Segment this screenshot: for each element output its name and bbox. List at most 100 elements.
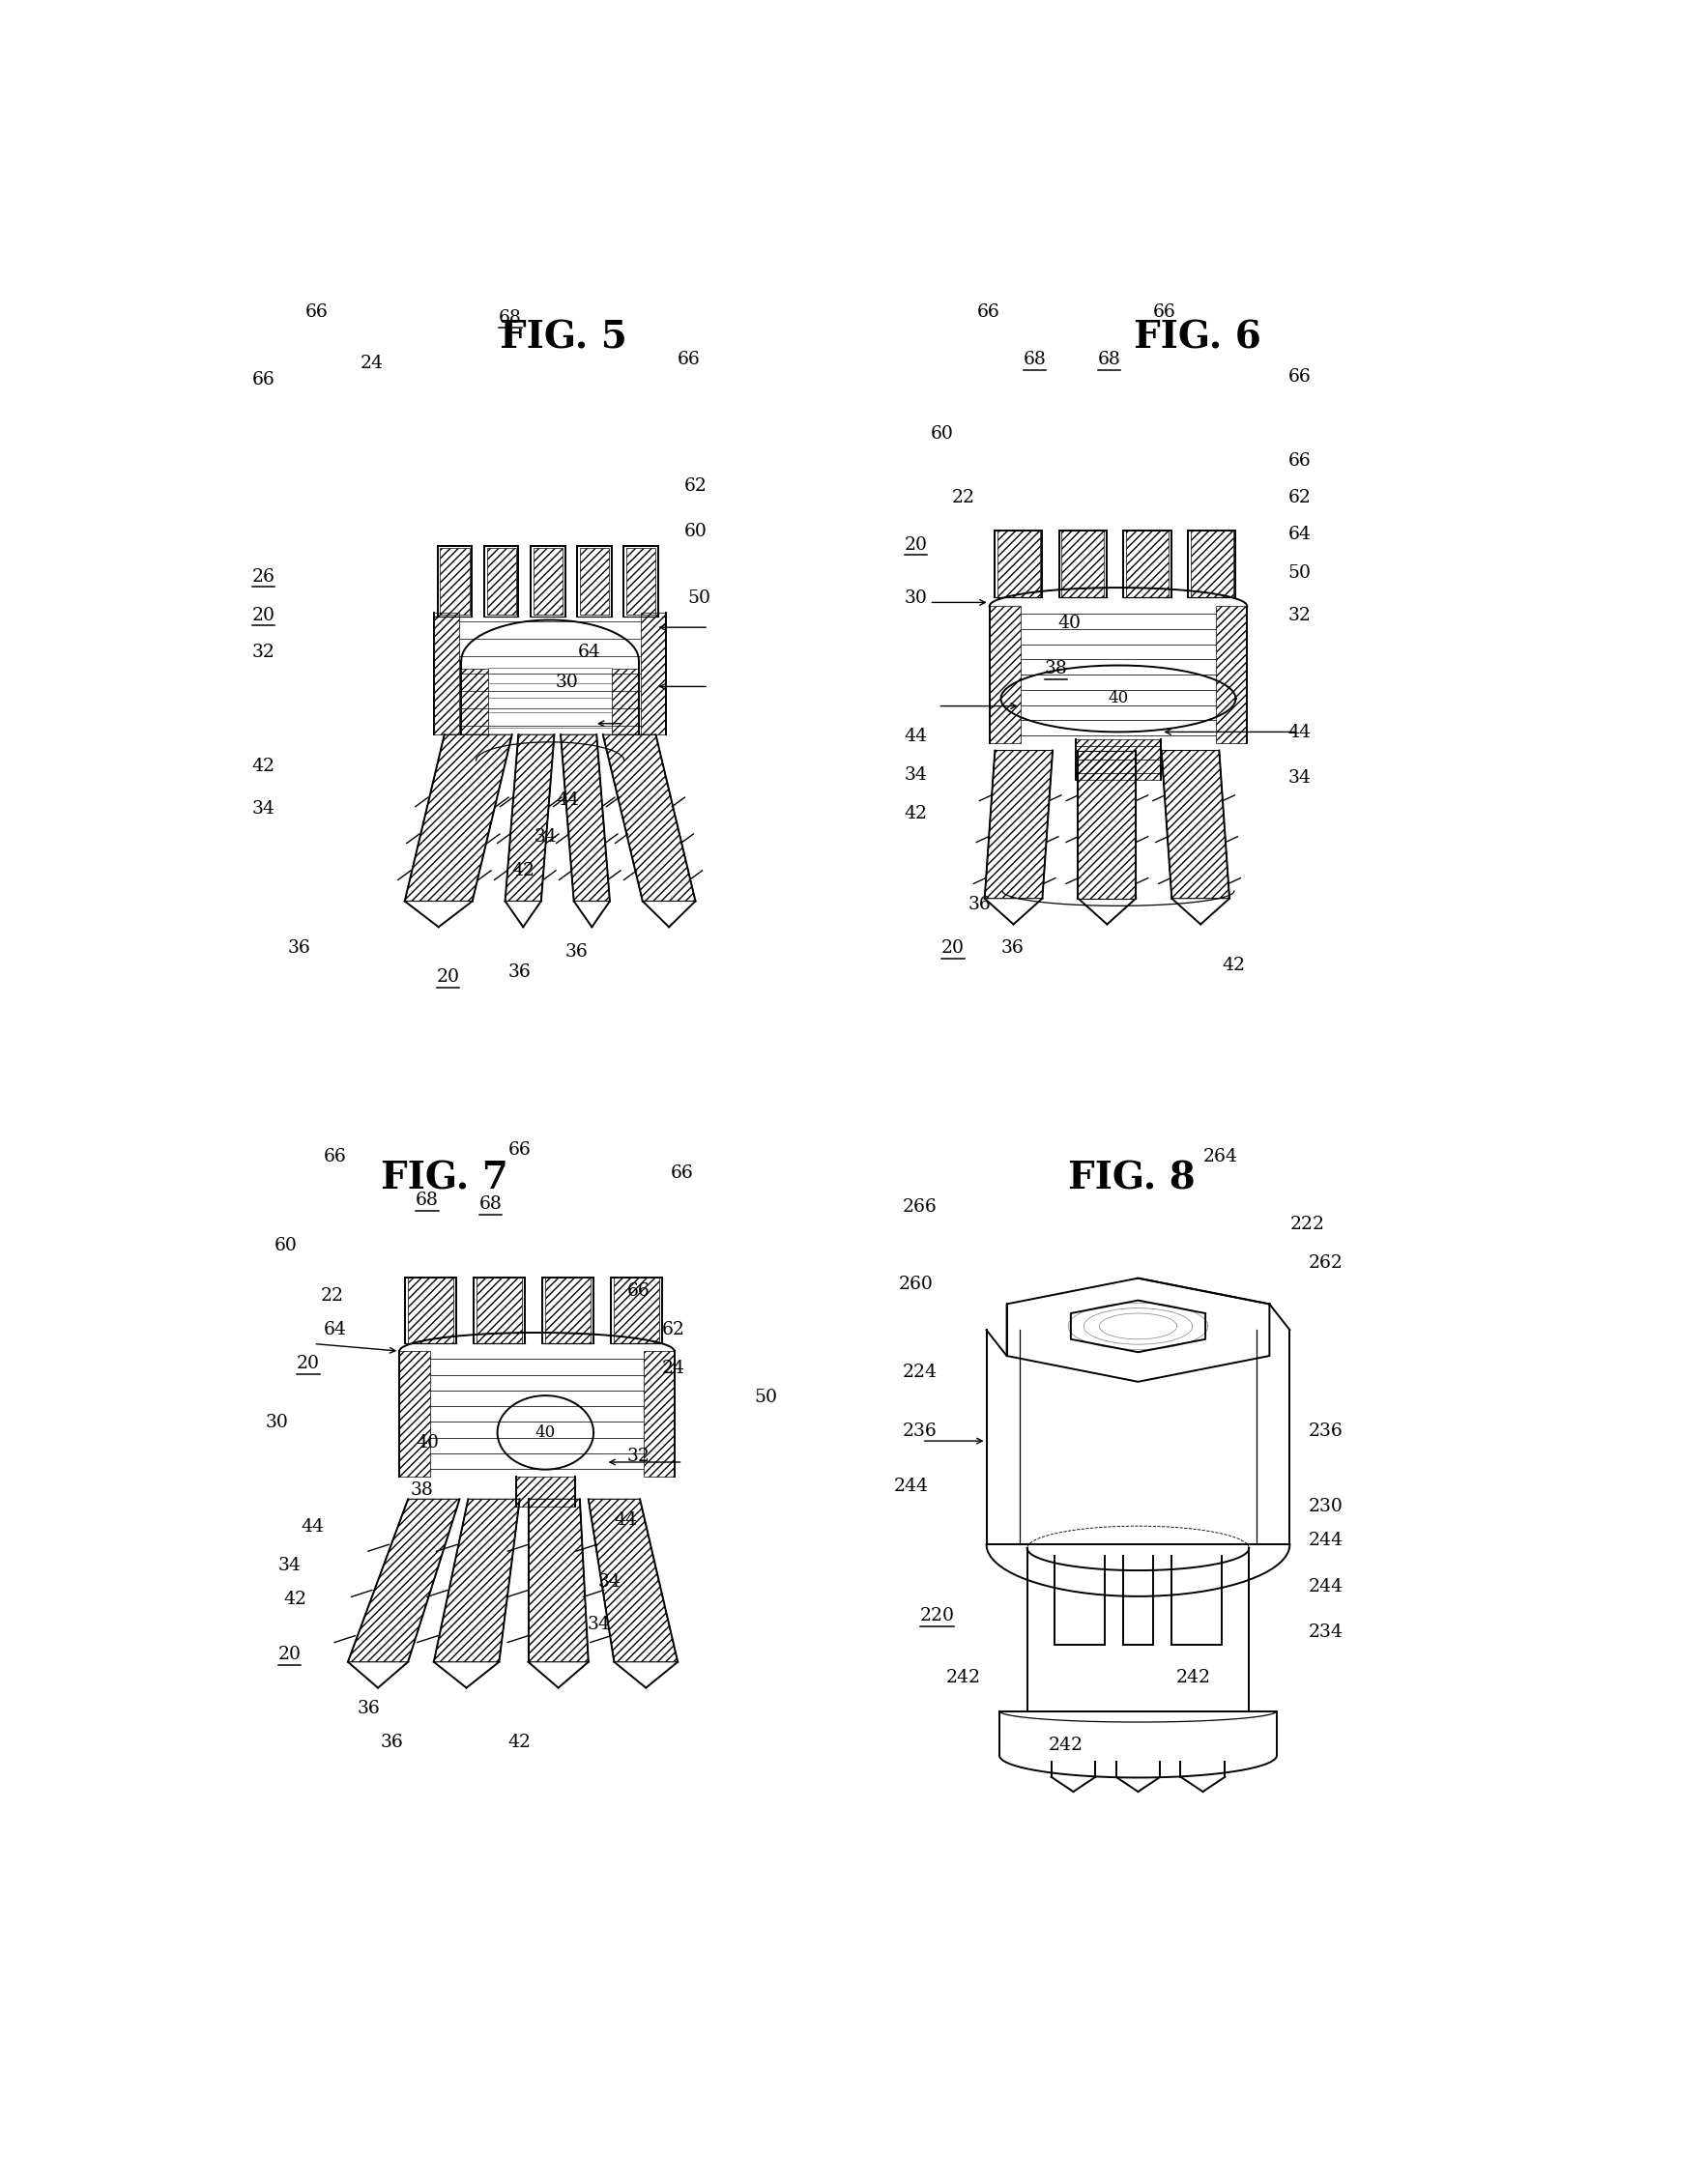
Text: 44: 44 [904,727,928,745]
Bar [517,1476,575,1507]
Text: 66: 66 [977,304,1001,321]
Text: 66: 66 [252,371,275,389]
Text: 40: 40 [535,1424,556,1441]
Text: 36: 36 [968,895,991,913]
Text: FIG. 8: FIG. 8 [1067,1160,1195,1197]
Text: 66: 66 [627,1282,650,1299]
Text: 38: 38 [1045,660,1067,677]
Text: 66: 66 [1287,452,1311,470]
Text: 64: 64 [1287,526,1311,544]
Text: 62: 62 [1287,489,1311,507]
Text: 64: 64 [324,1321,346,1339]
Text: 34: 34 [535,828,558,845]
Text: 44: 44 [1287,725,1311,743]
Text: 34: 34 [588,1616,610,1634]
Bar [1190,531,1233,596]
Text: 40: 40 [1108,690,1129,708]
Text: 30: 30 [264,1413,288,1431]
Text: 234: 234 [1308,1625,1344,1642]
Bar [580,548,609,614]
Bar [989,607,1020,743]
Text: 66: 66 [1287,367,1311,384]
Bar [476,1278,522,1343]
Text: 36: 36 [288,939,310,957]
Text: 68: 68 [1098,352,1120,369]
Text: 20: 20 [252,607,275,625]
Text: 266: 266 [902,1199,938,1216]
Text: 66: 66 [1153,304,1176,321]
Text: 236: 236 [1308,1422,1344,1439]
Text: 34: 34 [905,767,928,784]
Text: FIG. 6: FIG. 6 [1134,319,1262,356]
Text: FIG. 7: FIG. 7 [380,1160,508,1197]
Text: 68: 68 [416,1192,438,1210]
Text: 62: 62 [662,1321,684,1339]
Bar [407,1278,454,1343]
Text: 68: 68 [1023,352,1047,369]
Bar [546,1278,590,1343]
Text: 30: 30 [556,675,578,690]
Text: 42: 42 [511,863,535,880]
Text: 36: 36 [508,963,532,981]
Text: 34: 34 [278,1557,302,1575]
Text: 60: 60 [931,426,955,443]
Text: 36: 36 [380,1734,402,1752]
Text: 244: 244 [893,1479,928,1496]
Text: 32: 32 [627,1448,650,1465]
Text: 42: 42 [252,758,275,775]
Text: 224: 224 [902,1363,938,1380]
Text: 32: 32 [252,644,275,662]
Text: 242: 242 [1049,1736,1083,1754]
Text: 42: 42 [1221,957,1245,974]
Bar [433,612,459,734]
Text: 42: 42 [283,1590,307,1607]
Text: 20: 20 [436,968,460,985]
Text: 44: 44 [556,791,580,808]
Bar [399,1352,430,1476]
Text: 68: 68 [500,308,522,325]
Text: 262: 262 [1308,1254,1344,1271]
Text: 264: 264 [1202,1149,1238,1166]
Text: 68: 68 [479,1195,503,1212]
Text: 62: 62 [684,476,708,494]
Text: 20: 20 [297,1354,321,1372]
Bar [534,548,563,614]
Text: 236: 236 [902,1422,938,1439]
Text: 34: 34 [1287,769,1311,786]
Text: 66: 66 [508,1142,532,1160]
Bar [641,612,667,734]
Bar [626,548,655,614]
Text: 30: 30 [905,590,928,607]
Text: 66: 66 [677,352,701,369]
Text: 22: 22 [321,1289,344,1306]
Bar [1076,740,1161,780]
Text: 44: 44 [300,1518,324,1535]
Text: 34: 34 [598,1572,621,1590]
Text: 38: 38 [411,1481,433,1498]
Text: 42: 42 [508,1734,532,1752]
Bar [1216,607,1246,743]
Bar [997,531,1040,596]
Text: 32: 32 [1287,607,1311,625]
Text: 42: 42 [904,806,928,823]
Text: 34: 34 [252,799,275,817]
Text: 50: 50 [687,590,711,607]
Text: 36: 36 [358,1699,380,1717]
Text: 24: 24 [662,1361,685,1378]
Text: 36: 36 [564,943,588,961]
Text: 230: 230 [1308,1498,1344,1516]
Text: 66: 66 [305,304,327,321]
Text: 60: 60 [275,1236,297,1254]
Text: FIG. 5: FIG. 5 [500,319,627,356]
Text: 60: 60 [684,522,708,539]
Text: 40: 40 [1057,616,1081,633]
Text: 26: 26 [252,568,275,585]
Text: 244: 244 [1308,1531,1344,1548]
Text: 36: 36 [1001,939,1025,957]
Text: 20: 20 [278,1647,302,1664]
Bar [462,668,488,734]
Text: 260: 260 [899,1275,933,1293]
Text: 24: 24 [360,354,384,371]
Bar [612,668,639,734]
Bar [614,1278,660,1343]
